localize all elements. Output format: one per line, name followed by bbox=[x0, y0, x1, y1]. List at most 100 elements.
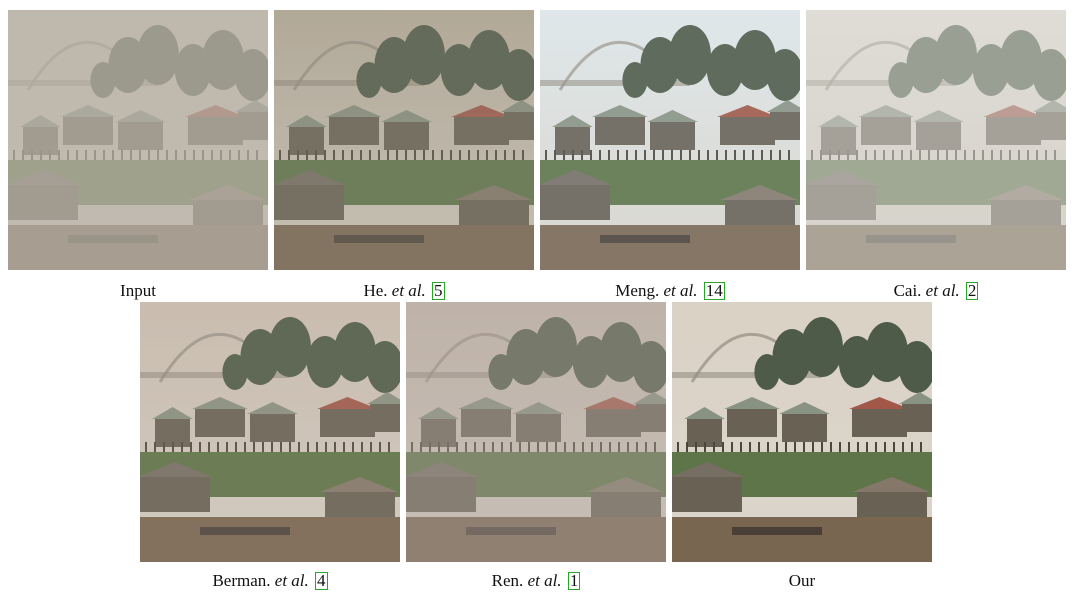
stilt bbox=[563, 150, 565, 168]
lower-house bbox=[540, 185, 610, 220]
stilt bbox=[370, 442, 372, 460]
stilt bbox=[686, 442, 688, 460]
stilt bbox=[618, 442, 620, 460]
scene-content bbox=[540, 10, 800, 270]
lower-house bbox=[406, 477, 476, 512]
panel-he bbox=[274, 10, 534, 270]
stilt bbox=[856, 150, 858, 168]
stilt bbox=[334, 442, 336, 460]
stilt bbox=[429, 442, 431, 460]
house-wall bbox=[461, 409, 511, 437]
house-roof bbox=[684, 407, 725, 419]
stilt bbox=[734, 150, 736, 168]
house-wall bbox=[861, 117, 911, 145]
house-wall bbox=[636, 404, 666, 432]
house-roof bbox=[818, 115, 859, 127]
stilt bbox=[677, 442, 679, 460]
stilt bbox=[483, 442, 485, 460]
stilt bbox=[884, 442, 886, 460]
stilt bbox=[770, 150, 772, 168]
tree bbox=[440, 44, 478, 96]
stilt bbox=[982, 150, 984, 168]
stilt bbox=[486, 150, 488, 168]
caption-etal: et al. bbox=[527, 571, 562, 590]
stilt bbox=[537, 442, 539, 460]
stilt bbox=[387, 150, 389, 168]
stilt bbox=[325, 442, 327, 460]
house-wall bbox=[595, 117, 645, 145]
citation-link[interactable]: 1 bbox=[567, 571, 581, 590]
caption-etal: et al. bbox=[274, 571, 309, 590]
stilt bbox=[1036, 150, 1038, 168]
lower-house bbox=[140, 477, 210, 512]
stilt bbox=[477, 150, 479, 168]
tree bbox=[706, 44, 744, 96]
lower-roof bbox=[406, 462, 478, 477]
scene-content bbox=[806, 10, 1066, 270]
haze-overlay bbox=[274, 10, 534, 270]
house-roof bbox=[458, 397, 514, 409]
stilt bbox=[441, 150, 443, 168]
house-wall bbox=[516, 414, 561, 442]
caption-etal: et al. bbox=[663, 281, 698, 300]
tree bbox=[766, 49, 800, 101]
stilt bbox=[644, 150, 646, 168]
lower-house bbox=[274, 185, 344, 220]
stilt bbox=[438, 442, 440, 460]
stilt bbox=[866, 442, 868, 460]
house-wall bbox=[770, 112, 800, 140]
stilt bbox=[1000, 150, 1002, 168]
stilt bbox=[369, 150, 371, 168]
haze-overlay bbox=[140, 302, 400, 562]
tree bbox=[1032, 49, 1066, 101]
stilt bbox=[636, 442, 638, 460]
boat bbox=[200, 527, 290, 535]
stilt bbox=[964, 150, 966, 168]
stilt bbox=[937, 150, 939, 168]
stilt bbox=[163, 442, 165, 460]
scene-image bbox=[540, 10, 800, 270]
stilt bbox=[324, 150, 326, 168]
stilt bbox=[713, 442, 715, 460]
stilt bbox=[785, 442, 787, 460]
stilt bbox=[423, 150, 425, 168]
citation-link[interactable]: 5 bbox=[432, 281, 445, 300]
stilt bbox=[315, 150, 317, 168]
lower-roof bbox=[586, 477, 664, 492]
stilt bbox=[740, 442, 742, 460]
house-roof bbox=[849, 397, 910, 409]
panel-cai bbox=[806, 10, 1066, 270]
stilt bbox=[1045, 150, 1047, 168]
stilt bbox=[316, 442, 318, 460]
stilt bbox=[893, 442, 895, 460]
stilt bbox=[492, 442, 494, 460]
boat bbox=[866, 235, 956, 243]
stilt bbox=[208, 442, 210, 460]
house-roof bbox=[513, 402, 564, 414]
stilt bbox=[154, 442, 156, 460]
stilt bbox=[776, 442, 778, 460]
caption-ren: Ren. et al. 1 bbox=[406, 571, 666, 591]
panel-meng bbox=[540, 10, 800, 270]
house-roof bbox=[367, 392, 400, 404]
tree bbox=[669, 25, 711, 85]
tree bbox=[366, 341, 400, 393]
house-wall bbox=[916, 122, 961, 150]
tree bbox=[801, 317, 843, 377]
citation-link[interactable]: 14 bbox=[703, 281, 725, 300]
house-wall bbox=[454, 117, 509, 145]
stilt bbox=[902, 442, 904, 460]
stilt bbox=[874, 150, 876, 168]
stilt bbox=[645, 442, 647, 460]
citation-link[interactable]: 4 bbox=[315, 571, 328, 590]
boat bbox=[466, 527, 556, 535]
stilt bbox=[351, 150, 353, 168]
stilt bbox=[235, 442, 237, 460]
boat bbox=[600, 235, 690, 243]
river-water bbox=[140, 517, 400, 562]
house-roof bbox=[192, 397, 248, 409]
house-roof bbox=[286, 115, 327, 127]
citation-link[interactable]: 2 bbox=[965, 281, 979, 300]
tree bbox=[222, 354, 248, 390]
stilt bbox=[573, 442, 575, 460]
